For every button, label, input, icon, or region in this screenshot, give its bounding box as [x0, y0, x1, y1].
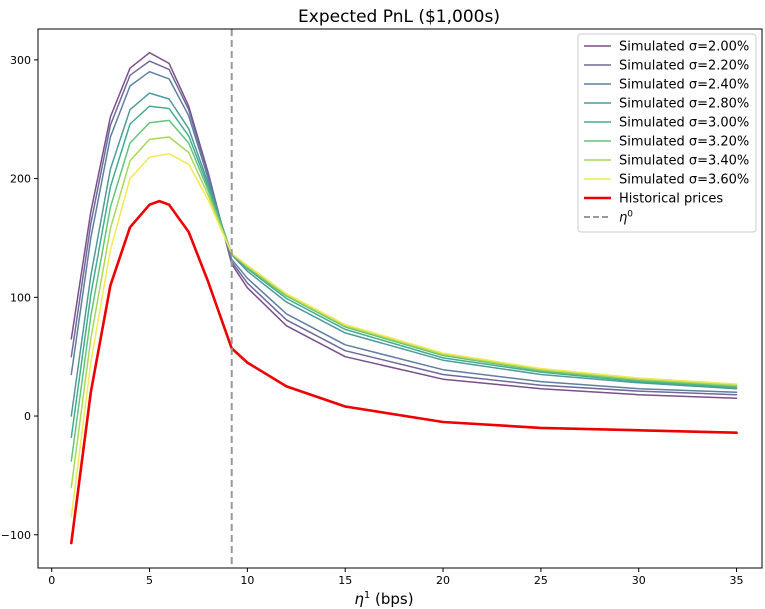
y-tick-label--100: −100	[1, 529, 31, 542]
x-tick-label-35: 35	[730, 574, 744, 587]
x-tick-label-20: 20	[436, 574, 450, 587]
legend: Simulated σ=2.00% Simulated σ=2.20% Simula…	[577, 33, 757, 233]
legend-label-eta0-symbol: η	[619, 211, 627, 226]
legend-label-1: Simulated σ=2.00%	[619, 40, 749, 55]
legend-box	[577, 33, 757, 233]
series-line-simulated-8	[70, 152, 738, 518]
x-axis-label-unit: (bps)	[370, 590, 413, 608]
y-axis: −100 0 100 200 300	[1, 54, 38, 542]
x-tick-label-25: 25	[534, 574, 548, 587]
legend-label-3: Simulated σ=2.40%	[619, 78, 749, 93]
legend-label-9: Historical prices	[619, 192, 723, 207]
series-line-simulated-7	[70, 136, 738, 489]
legend-label-eta0-superscript: 0	[627, 210, 633, 220]
chart-title: Expected PnL ($1,000s)	[298, 7, 500, 27]
x-tick-label-10: 10	[240, 574, 254, 587]
x-axis-label-superscript: 1	[364, 590, 370, 601]
legend-label-6: Simulated σ=3.20%	[619, 135, 749, 150]
legend-label-7: Simulated σ=3.40%	[619, 154, 749, 169]
x-tick-label-30: 30	[632, 574, 646, 587]
plot-frame	[37, 28, 763, 569]
series-line-simulated-6	[70, 119, 738, 462]
legend-label-5: Simulated σ=3.00%	[619, 116, 749, 131]
plot-area	[70, 29, 738, 568]
x-axis-label-symbol: η	[354, 590, 364, 608]
series-line-historical-prices	[70, 199, 738, 545]
x-tick-label-5: 5	[146, 574, 153, 587]
y-tick-label-300: 300	[10, 54, 31, 67]
legend-label-8: Simulated σ=3.60%	[619, 173, 749, 188]
y-tick-label-200: 200	[10, 173, 31, 186]
x-axis-label: η1 (bps)	[354, 590, 413, 608]
y-tick-label-0: 0	[24, 410, 31, 423]
y-tick-label-100: 100	[10, 291, 31, 304]
x-axis: 0 5 10 15 20 25 30 35	[48, 568, 744, 587]
legend-label-2: Simulated σ=2.20%	[619, 59, 749, 74]
legend-label-4: Simulated σ=2.80%	[619, 97, 749, 112]
x-tick-label-0: 0	[48, 574, 55, 587]
legend-label-eta0: η0	[619, 210, 633, 226]
x-tick-label-15: 15	[338, 574, 352, 587]
